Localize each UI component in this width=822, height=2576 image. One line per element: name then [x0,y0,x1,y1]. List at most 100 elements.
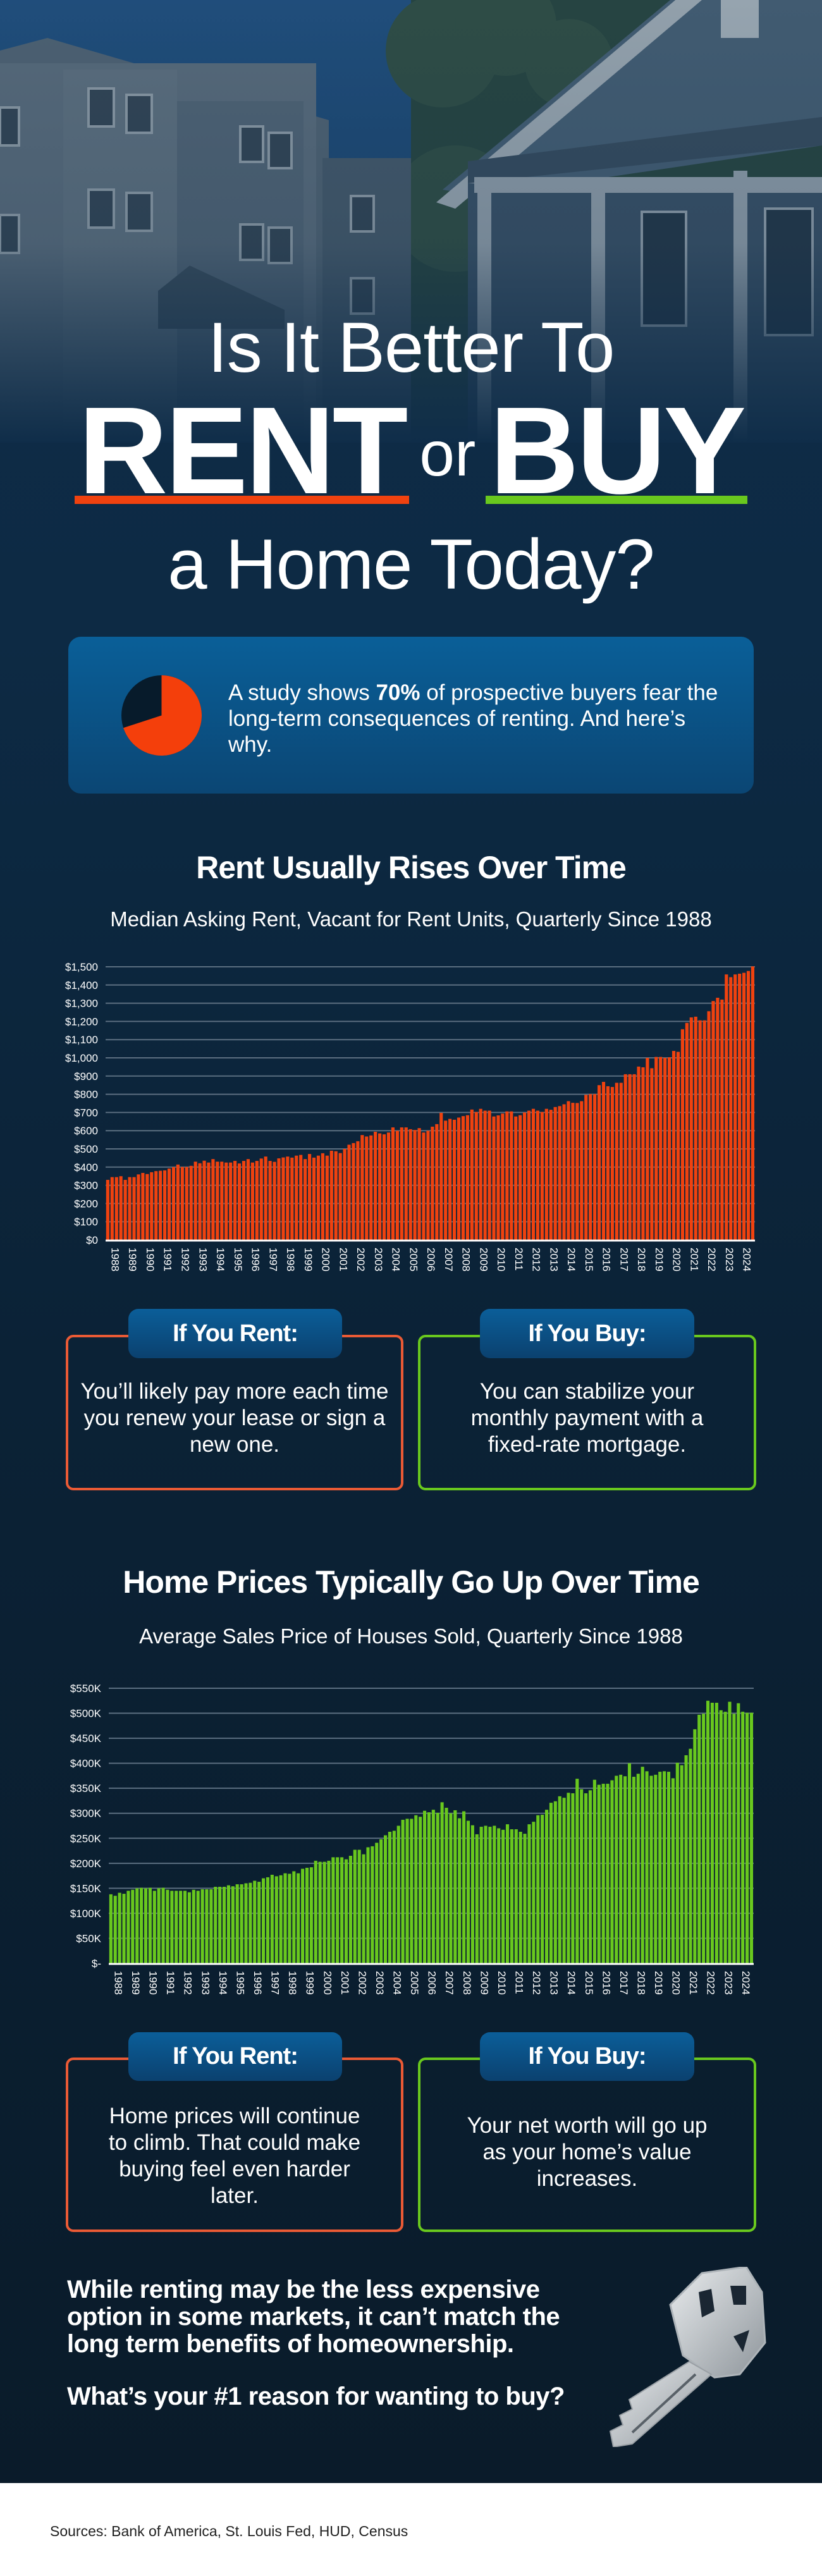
bar [601,1082,606,1240]
bar [527,1110,531,1240]
x-tick-label: 1989 [126,1248,138,1272]
rent-bar-chart: $0 $100 $200 $300 $400 $500 $600 $700 $800 $900 $1… [65,961,755,1272]
bar [159,1170,163,1240]
bar [462,1811,466,1963]
bar [113,1896,117,1963]
y-tick-label: $0 [86,1234,98,1246]
bar [562,1798,566,1963]
bar [632,1074,636,1240]
bar [119,1176,123,1240]
bar [518,1831,522,1963]
bar [314,1860,317,1963]
x-tick-label: 1989 [130,1971,142,1995]
bar [649,1776,653,1963]
x-tick-label: 1996 [252,1971,264,1995]
y-tick-label: $1,400 [65,979,98,991]
bar [571,1103,575,1240]
x-tick-label: 1988 [109,1248,121,1272]
bar [680,1765,684,1963]
bar [220,1162,224,1240]
title-buy-group: BUY [486,389,748,513]
x-tick-label: 2002 [355,1248,367,1272]
bar [684,1755,688,1963]
bar [200,1889,204,1963]
bar [597,1784,601,1963]
bar [474,1112,478,1240]
bar [161,1887,165,1963]
bar [510,1111,513,1240]
bar [235,1884,239,1963]
x-tick-label: 1999 [302,1248,314,1272]
x-tick-label: 2010 [496,1971,508,1995]
key-icon [609,2267,766,2447]
bar [606,1086,610,1240]
section1-title: Rent Usually Rises Over Time [196,850,627,885]
bar [479,1827,483,1963]
rent-card-1-label: If You Rent: [128,1309,342,1358]
bar [410,1819,414,1963]
bar [470,1109,474,1240]
bar [148,1887,152,1963]
x-tick-label: 2008 [460,1248,472,1272]
bar [305,1867,309,1963]
bar [641,1767,644,1963]
bar [479,1108,482,1240]
bar [110,1177,114,1240]
bar [404,1127,408,1240]
title-rent-word: RENT [78,381,408,520]
bar [523,1834,527,1963]
bar [270,1875,274,1963]
x-tick-label: 1992 [182,1971,194,1995]
bar [295,1155,298,1240]
x-tick-label: 2011 [513,1248,525,1271]
bar [379,1839,383,1963]
y-tick-label: $500 [74,1143,98,1155]
bar [347,1144,351,1240]
x-tick-label: 2007 [443,1248,455,1272]
bar [322,1861,326,1963]
x-tick-label: 2001 [337,1248,349,1272]
x-tick-label: 2011 [513,1971,525,1994]
title-or-word: or [419,419,476,489]
bar [689,1017,693,1240]
buy-card-2-text: Your net worth will go up as your home’s… [467,2113,708,2191]
bar [541,1815,544,1963]
bar [514,1116,518,1240]
pie-70-percent-slice [123,675,202,756]
bar [558,1796,561,1963]
bar [636,1774,640,1963]
title-line-3: a Home Today? [168,525,654,604]
bar [185,1167,188,1240]
y-tick-label: $1,300 [65,998,98,1010]
bar [749,1712,753,1963]
bar [675,1762,679,1963]
x-tick-label: 2014 [565,1971,577,1995]
bar [458,1818,462,1963]
title-rent-or-buy: RENT or BUY [0,381,822,520]
bar [141,1173,145,1240]
x-tick-label: 1995 [232,1248,244,1272]
x-tick-label: 2003 [374,1971,386,1995]
bar [654,1774,658,1963]
bar [262,1878,266,1963]
bar [457,1117,461,1240]
bar [187,1892,191,1963]
y-tick-label: $1,200 [65,1015,98,1027]
bar [369,1135,373,1240]
bar [483,1110,487,1240]
bar [290,1157,294,1240]
bar [106,1179,109,1240]
rent-underline [74,496,410,504]
bar [549,1803,553,1963]
bar [505,1824,510,1963]
x-tick-label: 1988 [112,1971,124,1995]
bar [445,1808,448,1963]
bar [588,1790,592,1963]
bar [436,1812,439,1963]
bar [531,1108,536,1240]
bar [279,1875,283,1963]
x-tick-label: 2019 [653,1248,665,1272]
y-tick-label: $100K [70,1908,102,1920]
y-tick-label: $150K [70,1882,102,1894]
x-tick-label: 2003 [372,1248,384,1272]
